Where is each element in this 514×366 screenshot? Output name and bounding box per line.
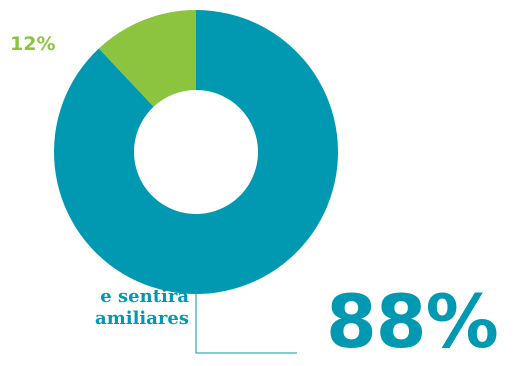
caption-line-2: amiliares (95, 308, 189, 329)
leader-line (195, 294, 297, 354)
slice-label-minor: 12% (10, 33, 56, 55)
donut-slice-major (54, 10, 339, 295)
donut-slice-minor (98, 10, 196, 107)
annotation-caption: e sentirá amiliares (95, 286, 189, 330)
caption-line-1: e sentirá (100, 286, 189, 307)
slice-label-major: 88% (326, 280, 499, 365)
